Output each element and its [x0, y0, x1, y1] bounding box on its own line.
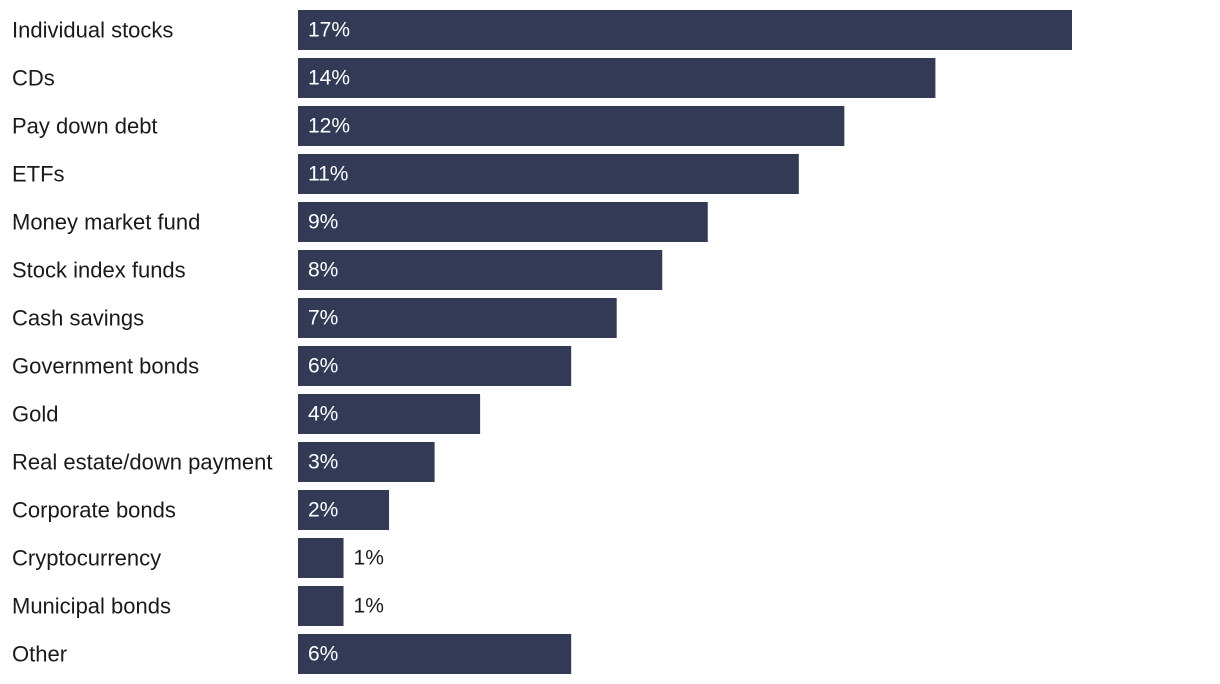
value-label-corporate-bonds: 2% [308, 499, 338, 522]
bar-individual-stocks [298, 10, 1072, 50]
bar-etfs [298, 154, 799, 194]
value-label-cash-savings: 7% [308, 307, 338, 330]
category-label-real-estate-down-payment: Real estate/down payment [12, 450, 273, 475]
bar-cds [298, 58, 936, 98]
bar-gold [298, 394, 481, 434]
bar-real-estate-down-payment [298, 442, 435, 482]
value-labels: 17% 14% 12% 11% 9% 8% 7% 6% 4% 3% 2% 1% 1% 6% [308, 19, 384, 666]
bars [298, 10, 1072, 674]
bar-other [298, 634, 572, 674]
category-label-cryptocurrency: Cryptocurrency [12, 546, 161, 571]
bar-stock-index-funds [298, 250, 663, 290]
category-label-money-market-fund: Money market fund [12, 210, 200, 235]
category-label-government-bonds: Government bonds [12, 354, 199, 379]
bar-pay-down-debt [298, 106, 845, 146]
category-label-gold: Gold [12, 402, 58, 427]
value-label-individual-stocks: 17% [308, 19, 350, 42]
value-label-etfs: 11% [308, 163, 348, 186]
value-label-stock-index-funds: 8% [308, 259, 338, 282]
category-label-stock-index-funds: Stock index funds [12, 258, 186, 283]
category-label-corporate-bonds: Corporate bonds [12, 498, 176, 523]
category-label-other: Other [12, 642, 67, 667]
value-label-pay-down-debt: 12% [308, 115, 350, 138]
category-label-cash-savings: Cash savings [12, 306, 144, 331]
bar-money-market-fund [298, 202, 708, 242]
category-label-pay-down-debt: Pay down debt [12, 114, 158, 139]
category-label-etfs: ETFs [12, 162, 65, 187]
category-label-municipal-bonds: Municipal bonds [12, 594, 171, 619]
value-label-government-bonds: 6% [308, 355, 338, 378]
value-label-other: 6% [308, 643, 338, 666]
value-label-cds: 14% [308, 67, 350, 90]
bar-government-bonds [298, 346, 572, 386]
value-label-real-estate-down-payment: 3% [308, 451, 338, 474]
bar-cryptocurrency [298, 538, 344, 578]
bar-cash-savings [298, 298, 617, 338]
category-labels: Individual stocks CDs Pay down debt ETFs Mon… [12, 18, 273, 667]
value-label-cryptocurrency: 1% [354, 547, 384, 570]
bar-corporate-bonds [298, 490, 390, 530]
value-label-municipal-bonds: 1% [354, 595, 384, 618]
value-label-money-market-fund: 9% [308, 211, 338, 234]
bar-municipal-bonds [298, 586, 344, 626]
category-label-individual-stocks: Individual stocks [12, 18, 173, 43]
value-label-gold: 4% [308, 403, 338, 426]
category-label-cds: CDs [12, 66, 55, 91]
